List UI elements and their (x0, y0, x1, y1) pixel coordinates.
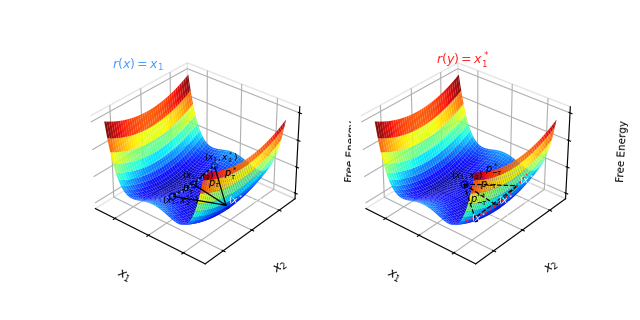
Text: $r(y) = x_1^*$: $r(y) = x_1^*$ (436, 51, 490, 71)
Y-axis label: $x_2$: $x_2$ (542, 258, 561, 277)
X-axis label: $x_1$: $x_1$ (114, 267, 132, 285)
Y-axis label: $x_2$: $x_2$ (272, 258, 291, 277)
X-axis label: $x_1$: $x_1$ (385, 267, 403, 285)
Text: $r(x) = x_1$: $r(x) = x_1$ (111, 57, 163, 73)
